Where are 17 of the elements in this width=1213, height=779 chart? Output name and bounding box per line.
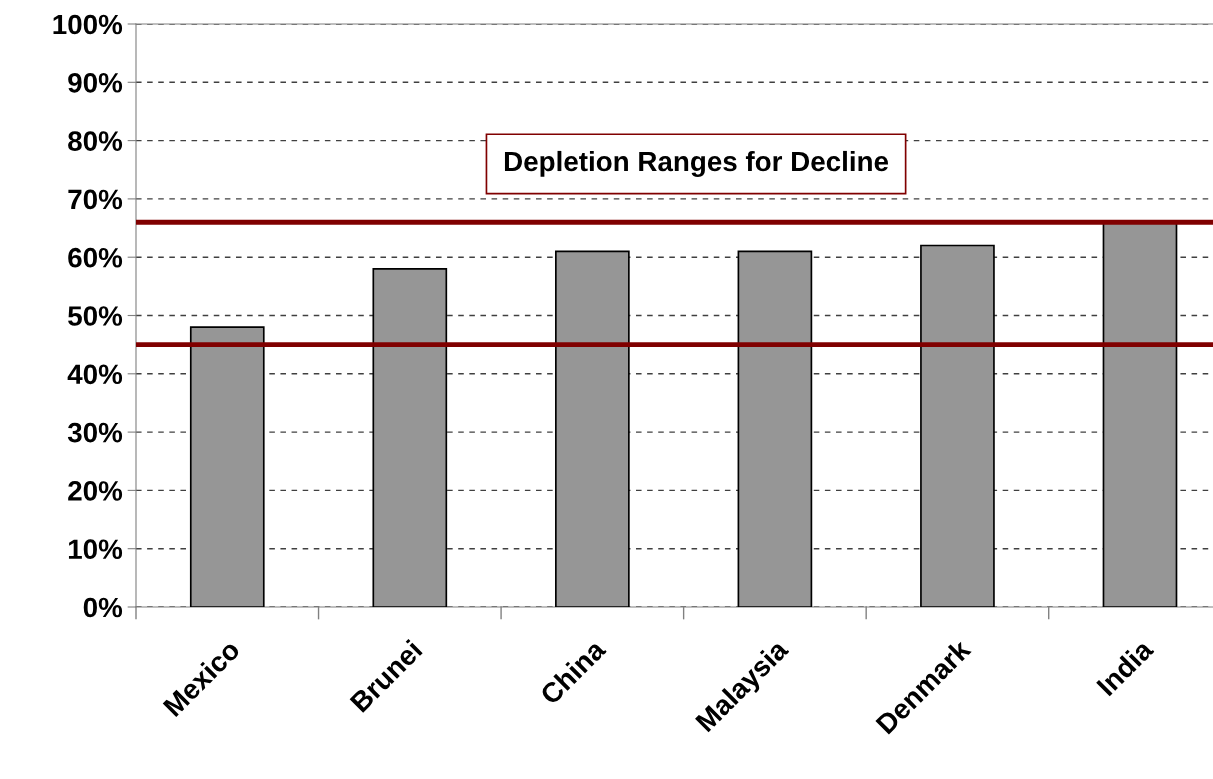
y-tick-label: 20%: [68, 481, 123, 501]
y-tick-label: 80%: [68, 131, 123, 151]
bar: [189, 326, 265, 607]
y-tick-label: 50%: [68, 306, 123, 326]
y-tick-label: 90%: [68, 72, 123, 93]
y-tick-label: 70%: [68, 189, 123, 210]
y-tick-label: 0%: [83, 597, 123, 618]
bar: [555, 250, 630, 607]
y-tick-label: 10%: [68, 539, 123, 560]
y-tick-label: 60%: [68, 247, 123, 268]
y-tick-label: 30%: [67, 422, 123, 443]
annotation: Depletion Ranges for Decline: [504, 150, 889, 177]
bar: [737, 250, 813, 607]
bar: [920, 244, 995, 607]
bar: [372, 268, 448, 607]
y-tick-label: 100%: [53, 14, 123, 35]
y-tick-label: 40%: [67, 364, 123, 385]
